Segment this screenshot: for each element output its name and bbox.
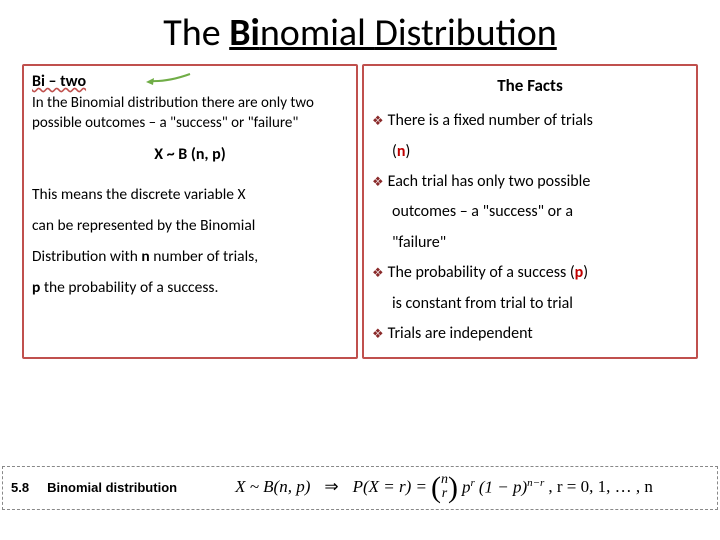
formula: X ~ B(n, p) ⇒ P(X = r) = ( nr ) pr (1 − …: [235, 473, 653, 501]
fact-2b: outcomes – a "success" or a: [372, 197, 688, 227]
left-body: This means the discrete variable X can b…: [32, 179, 348, 303]
fact-2c: "failure": [372, 228, 688, 258]
curved-arrow-icon: [144, 72, 192, 86]
notation: X ~ B (n, p): [32, 143, 348, 167]
columns: Bi – two In the Binomial distribution th…: [0, 64, 720, 359]
binomial-coefficient: ( nr ): [431, 473, 458, 501]
fact-4: ❖Trials are independent: [372, 319, 688, 349]
fact-3: ❖The probability of a success (p): [372, 258, 688, 288]
fact-2: ❖Each trial has only two possible: [372, 167, 688, 197]
fact-1: ❖There is a fixed number of trials: [372, 106, 688, 136]
bullet-icon: ❖: [372, 327, 384, 342]
section-title: Binomial distribution: [47, 480, 177, 495]
body-line-2: can be represented by the Binomial: [32, 210, 348, 241]
right-box: The Facts ❖There is a fixed number of tr…: [362, 64, 698, 359]
left-box: Bi – two In the Binomial distribution th…: [22, 64, 358, 359]
slide-title: The Binomial Distribution: [0, 0, 720, 64]
body-line-1: This means the discrete variable X: [32, 179, 348, 210]
bullet-icon: ❖: [372, 114, 384, 129]
footer-formula-box: 5.8 Binomial distribution X ~ B(n, p) ⇒ …: [2, 466, 718, 510]
fact-3b: is constant from trial to trial: [372, 289, 688, 319]
section-number: 5.8: [11, 480, 29, 495]
bullet-icon: ❖: [372, 266, 384, 281]
intro-text: In the Binomial distribution there are o…: [32, 94, 348, 133]
body-line-4: p the probability of a success.: [32, 272, 348, 303]
fact-1b: (n): [372, 137, 688, 167]
bullet-icon: ❖: [372, 175, 384, 190]
body-line-3: Distribution with n number of trials,: [32, 241, 348, 272]
facts-title: The Facts: [372, 70, 688, 102]
